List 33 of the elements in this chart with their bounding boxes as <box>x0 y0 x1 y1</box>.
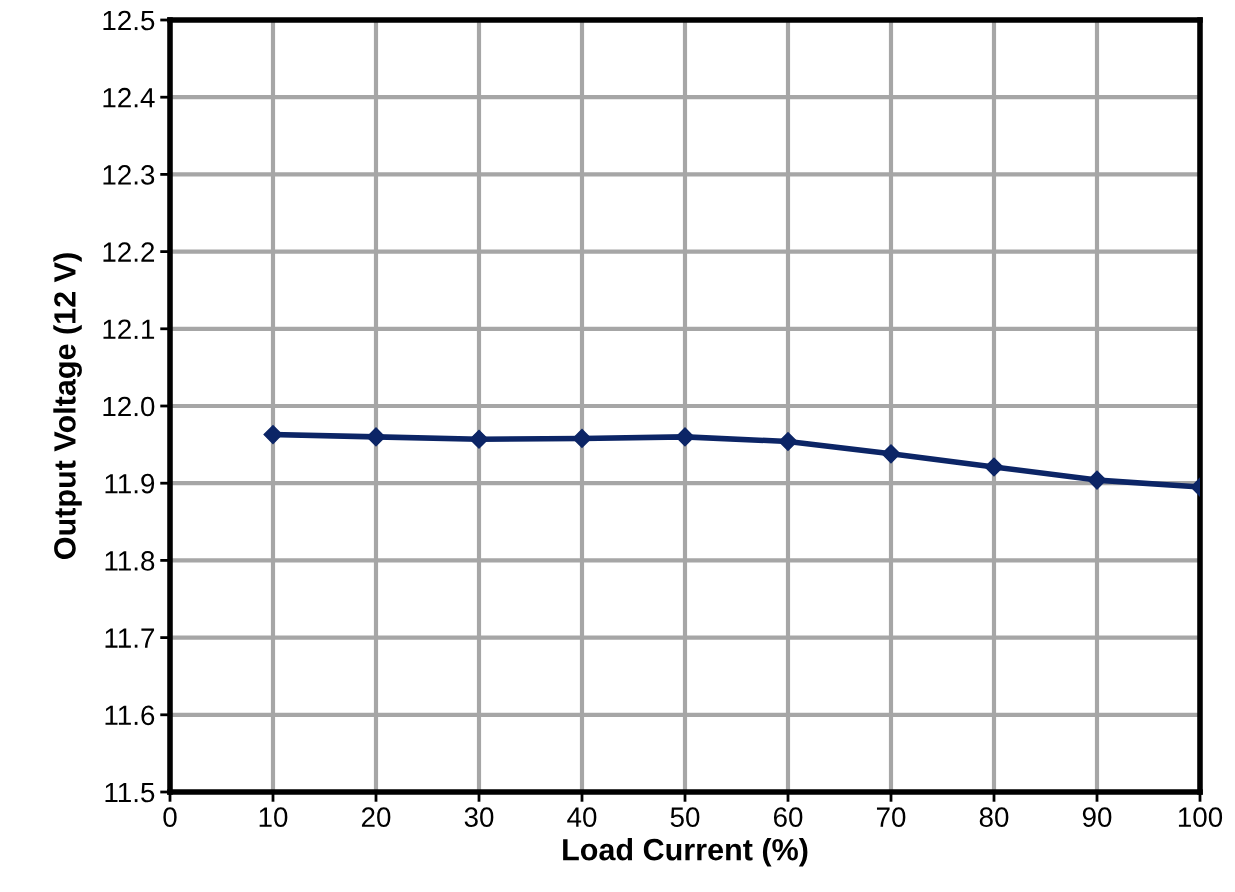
point <box>675 427 695 447</box>
y-tick-label: 12.4 <box>103 87 155 108</box>
x-tick-label: 100 <box>1178 807 1223 827</box>
point <box>263 425 283 445</box>
y-axis-title: Output Voltage (12 V) <box>53 253 82 559</box>
point <box>984 457 1004 477</box>
x-tick-label: 0 <box>163 807 177 827</box>
y-tick-label: 11.7 <box>105 628 155 648</box>
x-tick-label: 10 <box>259 807 288 827</box>
point <box>366 427 386 447</box>
x-tick-label: 50 <box>670 807 700 827</box>
point <box>469 429 489 449</box>
y-tick-label: 11.6 <box>105 705 155 726</box>
x-tick-label: 60 <box>773 807 803 827</box>
point <box>881 444 901 464</box>
x-tick-label: 70 <box>876 807 906 827</box>
y-tick-label: 11.5 <box>105 782 155 803</box>
x-tick-label: 30 <box>464 807 494 827</box>
point <box>778 431 798 452</box>
y-tick-label: 12.3 <box>103 165 155 185</box>
y-tick-label: 12.0 <box>103 396 155 417</box>
x-tick-label: 90 <box>1082 807 1112 827</box>
y-tick-label: 12.1 <box>103 319 155 339</box>
y-tick-label: 12.5 <box>103 10 155 31</box>
point <box>1087 470 1107 490</box>
x-axis-title: Load Current (%) <box>563 838 808 867</box>
y-tick-label: 12.2 <box>103 242 155 262</box>
x-tick-label: 80 <box>979 807 1009 827</box>
x-tick-label: 20 <box>361 807 391 827</box>
point <box>572 428 592 448</box>
y-tick-label: 11.9 <box>105 473 155 494</box>
y-tick-label: 11.8 <box>105 551 155 571</box>
x-tick-label: 40 <box>567 807 597 827</box>
